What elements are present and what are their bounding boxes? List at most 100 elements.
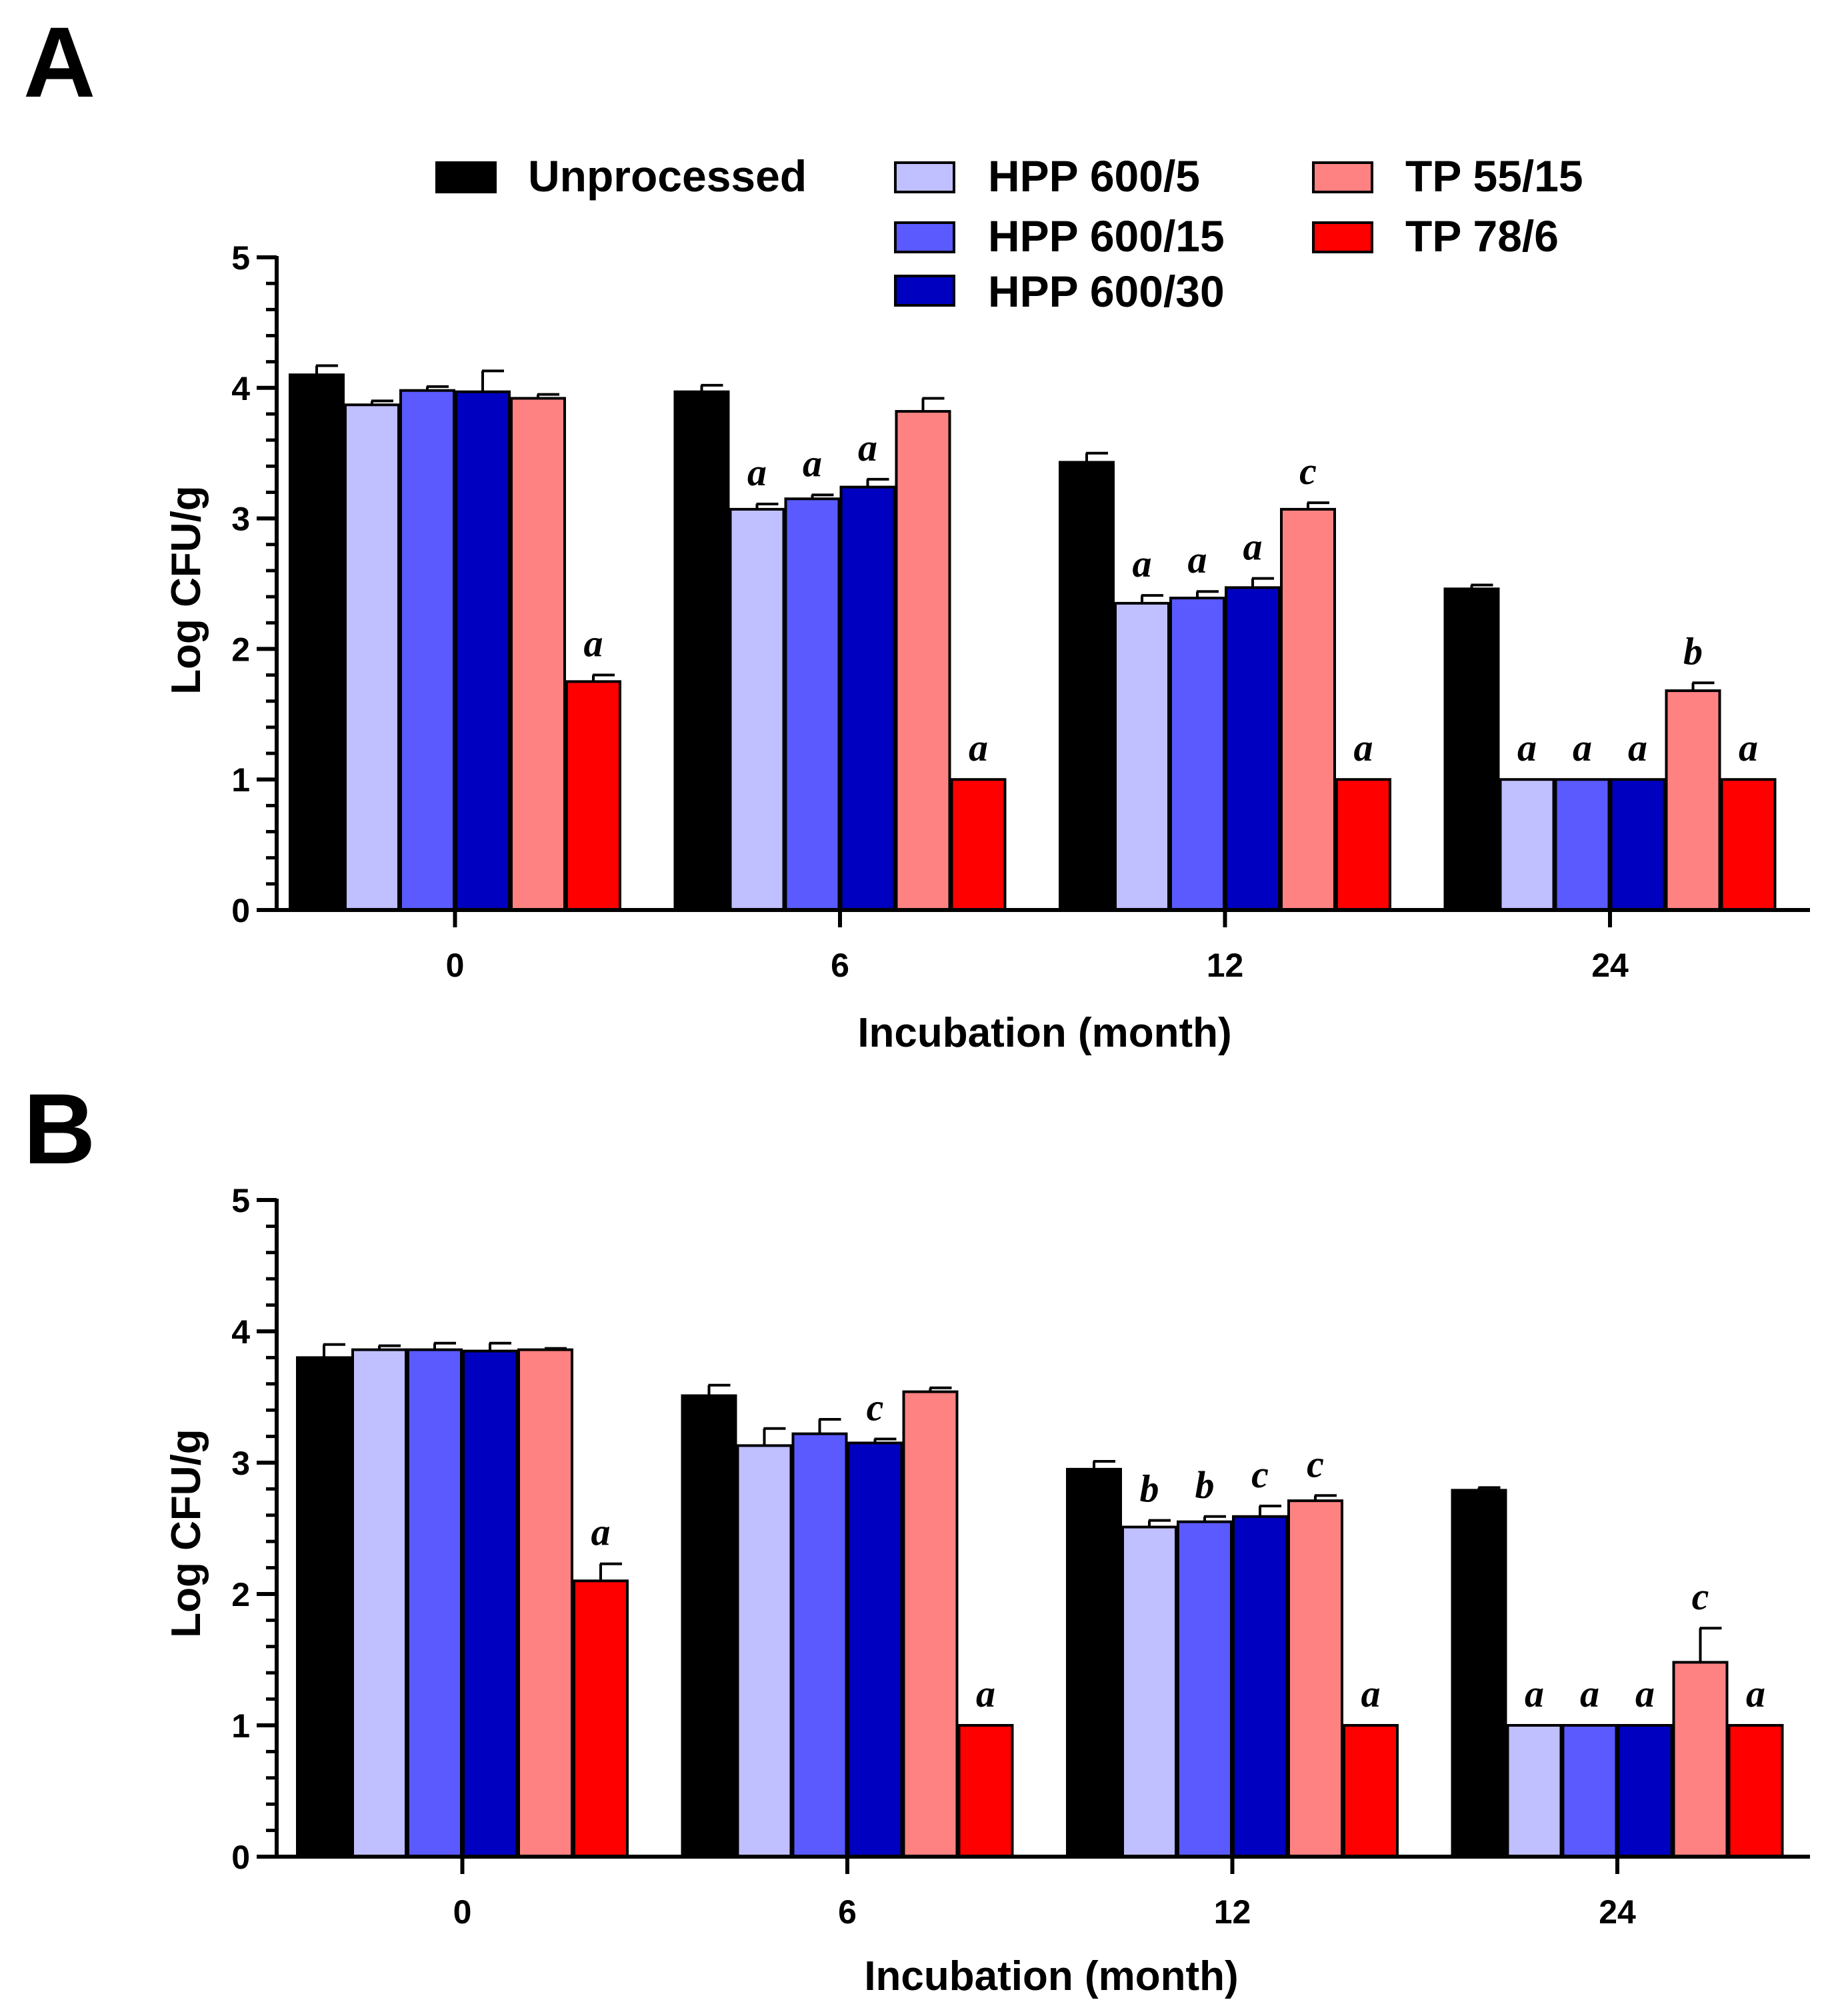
significance-label-pa-hpp-600-5-6: a xyxy=(747,451,767,494)
bar-pb-unprocessed-24 xyxy=(1451,1489,1507,1859)
bar-pa-tp-78-6-24 xyxy=(1720,778,1777,911)
y-tick-label: 0 xyxy=(231,892,250,929)
bar-pa-hpp-600-30-12 xyxy=(1225,586,1281,912)
significance-label-pa-tp-78-6-24: a xyxy=(1739,726,1758,769)
panel-b-y-axis-title: Log CFU/g xyxy=(163,1429,209,1637)
bar-pa-hpp-600-15-0 xyxy=(399,389,455,911)
significance-label-pa-tp-78-6-6: a xyxy=(969,726,988,769)
bar-pa-tp-78-6-0 xyxy=(565,680,621,911)
bar-pa-unprocessed-12 xyxy=(1059,461,1115,911)
legend-swatch-unprocessed xyxy=(435,161,497,193)
bar-pb-unprocessed-12 xyxy=(1066,1467,1122,1859)
legend-swatch-tp-55-15 xyxy=(1312,161,1373,193)
bar-pb-hpp-600-30-12 xyxy=(1232,1515,1288,1859)
legend: Unprocessed HPP 600/5 HPP 600/15 HPP 600… xyxy=(435,151,1583,316)
y-tick-label: 4 xyxy=(231,370,250,407)
significance-label-pb-tp-55-15-24: c xyxy=(1692,1575,1709,1618)
legend-label-hpp-600-5: HPP 600/5 xyxy=(988,151,1200,201)
legend-item-hpp-600-5: HPP 600/5 xyxy=(894,151,1200,201)
significance-label-pa-hpp-600-15-12: a xyxy=(1188,538,1207,581)
legend-swatch-hpp-600-30 xyxy=(894,275,955,307)
bar-pb-hpp-600-5-0 xyxy=(351,1348,407,1858)
bar-pa-hpp-600-5-0 xyxy=(344,403,400,911)
y-tick-label: 5 xyxy=(231,1182,250,1219)
bar-pa-hpp-600-5-12 xyxy=(1114,601,1170,911)
bar-pa-hpp-600-15-6 xyxy=(784,497,841,911)
bar-pb-unprocessed-6 xyxy=(681,1394,737,1858)
bar-pb-hpp-600-30-0 xyxy=(462,1349,518,1859)
bar-pa-tp-55-15-0 xyxy=(510,397,566,911)
bar-pa-hpp-600-15-24 xyxy=(1554,778,1611,911)
x-tick-label: 6 xyxy=(831,947,849,984)
significance-label-pa-hpp-600-15-24: a xyxy=(1573,726,1592,769)
significance-label-pb-hpp-600-30-12: c xyxy=(1251,1453,1269,1496)
panel-b-bars xyxy=(296,1348,1784,1859)
bar-pb-tp-78-6-6 xyxy=(957,1724,1014,1858)
legend-swatch-tp-78-6 xyxy=(1312,221,1373,253)
panel-a-significance-labels: aa a aaa a aca a a aba xyxy=(584,426,1759,769)
significance-label-pb-hpp-600-15-12: b xyxy=(1195,1463,1215,1507)
bar-pb-hpp-600-5-12 xyxy=(1121,1525,1177,1859)
legend-label-unprocessed: Unprocessed xyxy=(528,151,807,201)
y-tick-label: 2 xyxy=(231,631,250,668)
bar-pa-hpp-600-30-24 xyxy=(1609,778,1666,911)
x-tick-label: 0 xyxy=(446,947,465,984)
bar-pa-hpp-600-5-6 xyxy=(729,507,785,911)
bar-pa-tp-55-15-12 xyxy=(1280,507,1336,911)
significance-label-pa-hpp-600-5-12: a xyxy=(1133,542,1152,585)
significance-label-pa-hpp-600-30-12: a xyxy=(1243,525,1263,569)
bar-pb-hpp-600-30-24 xyxy=(1617,1724,1673,1858)
bar-pb-hpp-600-15-12 xyxy=(1177,1520,1233,1858)
bar-pa-unprocessed-6 xyxy=(673,390,730,911)
bar-pb-hpp-600-5-6 xyxy=(736,1444,793,1858)
bar-pa-unprocessed-24 xyxy=(1443,587,1500,911)
panel-b-label: B xyxy=(23,1073,95,1185)
significance-label-pb-hpp-600-5-24: a xyxy=(1525,1672,1544,1715)
significance-label-pa-hpp-600-30-24: a xyxy=(1628,726,1647,769)
legend-swatch-hpp-600-15 xyxy=(894,221,955,253)
legend-item-tp-55-15: TP 55/15 xyxy=(1312,151,1583,201)
bar-pa-tp-78-6-6 xyxy=(950,778,1007,911)
panel-a-y-axis-title: Log CFU/g xyxy=(163,485,209,694)
y-tick-label: 3 xyxy=(231,501,250,538)
significance-label-pb-tp-78-6-0: a xyxy=(591,1511,611,1554)
bar-pb-tp-55-15-6 xyxy=(902,1390,959,1859)
significance-label-pa-tp-78-6-12: a xyxy=(1354,726,1373,769)
significance-label-pa-hpp-600-15-6: a xyxy=(803,441,822,485)
x-tick-label: 12 xyxy=(1214,1893,1251,1931)
bar-pb-hpp-600-15-0 xyxy=(407,1348,463,1858)
significance-label-pa-tp-55-15-24: b xyxy=(1683,629,1703,673)
significance-label-pb-hpp-600-5-12: b xyxy=(1140,1467,1159,1511)
x-tick-label: 12 xyxy=(1207,947,1244,984)
y-tick-label: 0 xyxy=(231,1839,250,1876)
bar-pa-hpp-600-30-6 xyxy=(839,485,896,911)
significance-label-pa-tp-78-6-0: a xyxy=(584,622,603,665)
bar-pb-unprocessed-0 xyxy=(296,1356,352,1858)
panel-a-label: A xyxy=(23,6,95,118)
significance-label-pb-tp-78-6-24: a xyxy=(1746,1672,1765,1715)
significance-label-pb-tp-78-6-6: a xyxy=(976,1672,995,1715)
legend-item-hpp-600-30: HPP 600/30 xyxy=(894,267,1225,316)
legend-item-hpp-600-15: HPP 600/15 xyxy=(894,211,1225,261)
panel-a-x-axis-title: Incubation (month) xyxy=(857,1010,1231,1056)
bar-pb-hpp-600-15-6 xyxy=(791,1432,848,1858)
x-tick-label: 0 xyxy=(453,1893,472,1931)
legend-label-tp-78-6: TP 78/6 xyxy=(1405,211,1559,261)
bar-pa-tp-55-15-24 xyxy=(1665,689,1721,912)
bar-pa-hpp-600-5-24 xyxy=(1499,778,1555,911)
significance-label-pb-hpp-600-30-24: a xyxy=(1635,1672,1655,1715)
significance-label-pb-hpp-600-30-6: c xyxy=(867,1386,884,1429)
significance-label-pb-tp-78-6-12: a xyxy=(1361,1672,1381,1715)
legend-label-tp-55-15: TP 55/15 xyxy=(1405,151,1583,201)
x-tick-label: 24 xyxy=(1591,947,1629,984)
significance-label-pa-tp-55-15-12: c xyxy=(1299,449,1317,493)
significance-label-pa-hpp-600-30-6: a xyxy=(858,426,877,469)
bar-pa-tp-78-6-12 xyxy=(1335,778,1391,911)
bar-pa-tp-55-15-6 xyxy=(895,410,951,911)
